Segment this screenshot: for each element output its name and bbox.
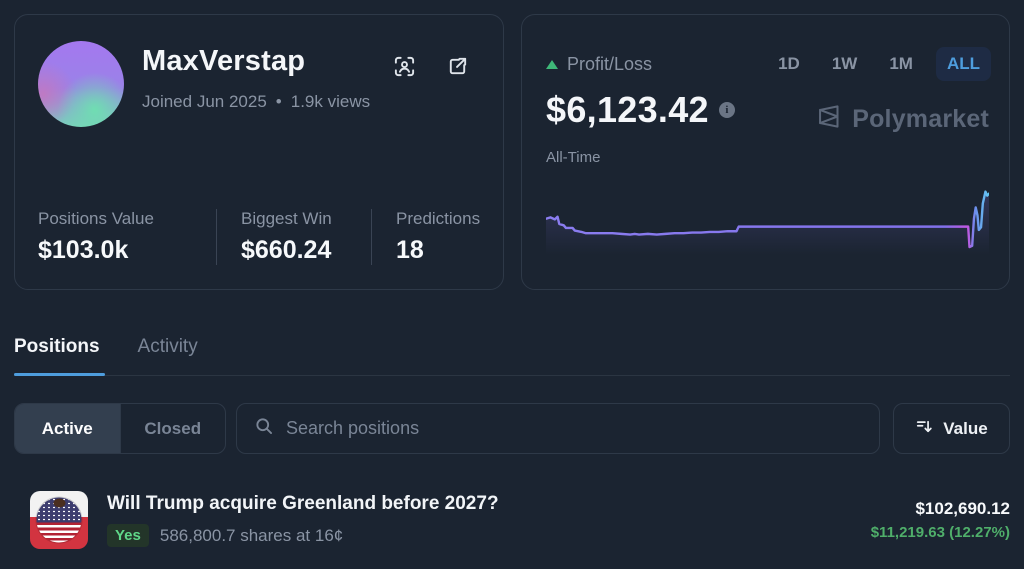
search-input[interactable] bbox=[286, 418, 862, 439]
stat-value: $660.24 bbox=[241, 236, 332, 264]
polymarket-brand: Polymarket bbox=[815, 103, 989, 135]
pnl-sparkline bbox=[546, 189, 989, 255]
market-thumbnail bbox=[30, 491, 88, 549]
stat-label: Positions Value bbox=[38, 209, 154, 228]
status-segmented-control: Active Closed bbox=[14, 403, 226, 454]
meta-separator: • bbox=[275, 92, 282, 111]
range-1d[interactable]: 1D bbox=[778, 54, 800, 73]
active-tab-underline bbox=[14, 373, 105, 376]
joined-date: Joined Jun 2025 bbox=[142, 92, 267, 111]
filter-closed-button[interactable]: Closed bbox=[119, 404, 226, 453]
time-range-selector: 1D 1W 1M ALL bbox=[769, 47, 991, 81]
position-row[interactable]: Will Trump acquire Greenland before 2027… bbox=[14, 484, 1010, 556]
sort-by-value-button[interactable]: Value bbox=[893, 403, 1010, 454]
stat-value: $103.0k bbox=[38, 236, 129, 264]
pnl-label: Profit/Loss bbox=[567, 53, 653, 74]
position-pnl: $11,219.63 (12.27%) bbox=[870, 524, 1010, 541]
face-scan-icon[interactable] bbox=[393, 55, 416, 78]
search-positions-box bbox=[236, 403, 880, 454]
profile-meta: Joined Jun 2025 • 1.9k views bbox=[142, 92, 370, 112]
filter-active-button[interactable]: Active bbox=[15, 404, 120, 453]
stat-value: 18 bbox=[396, 236, 424, 264]
profit-up-triangle-icon bbox=[546, 59, 558, 69]
pnl-value: $6,123.42 bbox=[546, 89, 709, 130]
profile-card: MaxVerstap Joined Jun 2025 • 1.9k views bbox=[14, 14, 504, 290]
outcome-badge: Yes bbox=[107, 524, 149, 547]
range-1m[interactable]: 1M bbox=[889, 54, 913, 73]
search-icon bbox=[254, 416, 274, 441]
us-flag-icon bbox=[36, 497, 82, 543]
external-link-icon[interactable] bbox=[446, 55, 469, 78]
avatar[interactable] bbox=[38, 41, 124, 127]
shares-info: 586,800.7 shares at 16¢ bbox=[159, 525, 344, 545]
range-all[interactable]: ALL bbox=[935, 47, 991, 81]
sort-icon bbox=[915, 417, 934, 441]
info-icon[interactable]: i bbox=[718, 102, 735, 118]
pnl-period: All-Time bbox=[546, 149, 601, 166]
eagle-emblem bbox=[53, 498, 65, 508]
sort-label: Value bbox=[943, 418, 988, 438]
views-count: 1.9k views bbox=[290, 92, 371, 111]
tabs-divider bbox=[14, 375, 1010, 376]
stat-predictions: Predictions 18 bbox=[371, 209, 480, 265]
profile-name: MaxVerstap bbox=[142, 45, 306, 77]
tab-positions[interactable]: Positions bbox=[14, 336, 100, 357]
stat-label: Biggest Win bbox=[241, 209, 332, 228]
brand-name: Polymarket bbox=[852, 104, 989, 133]
pnl-card: Profit/Loss 1D 1W 1M ALL $6,123.42 i Pol… bbox=[521, 14, 1010, 290]
range-1w[interactable]: 1W bbox=[831, 54, 858, 73]
position-value: $102,690.12 bbox=[915, 499, 1010, 518]
stat-positions-value: Positions Value $103.0k bbox=[38, 209, 216, 265]
stat-biggest-win: Biggest Win $660.24 bbox=[216, 209, 371, 265]
stat-label: Predictions bbox=[396, 209, 481, 228]
polymarket-logo-icon bbox=[815, 103, 842, 135]
market-title[interactable]: Will Trump acquire Greenland before 2027… bbox=[107, 493, 499, 514]
profile-stats: Positions Value $103.0k Biggest Win $660… bbox=[38, 209, 485, 265]
profile-tabs: Positions Activity bbox=[14, 336, 198, 358]
tab-activity[interactable]: Activity bbox=[137, 336, 198, 357]
